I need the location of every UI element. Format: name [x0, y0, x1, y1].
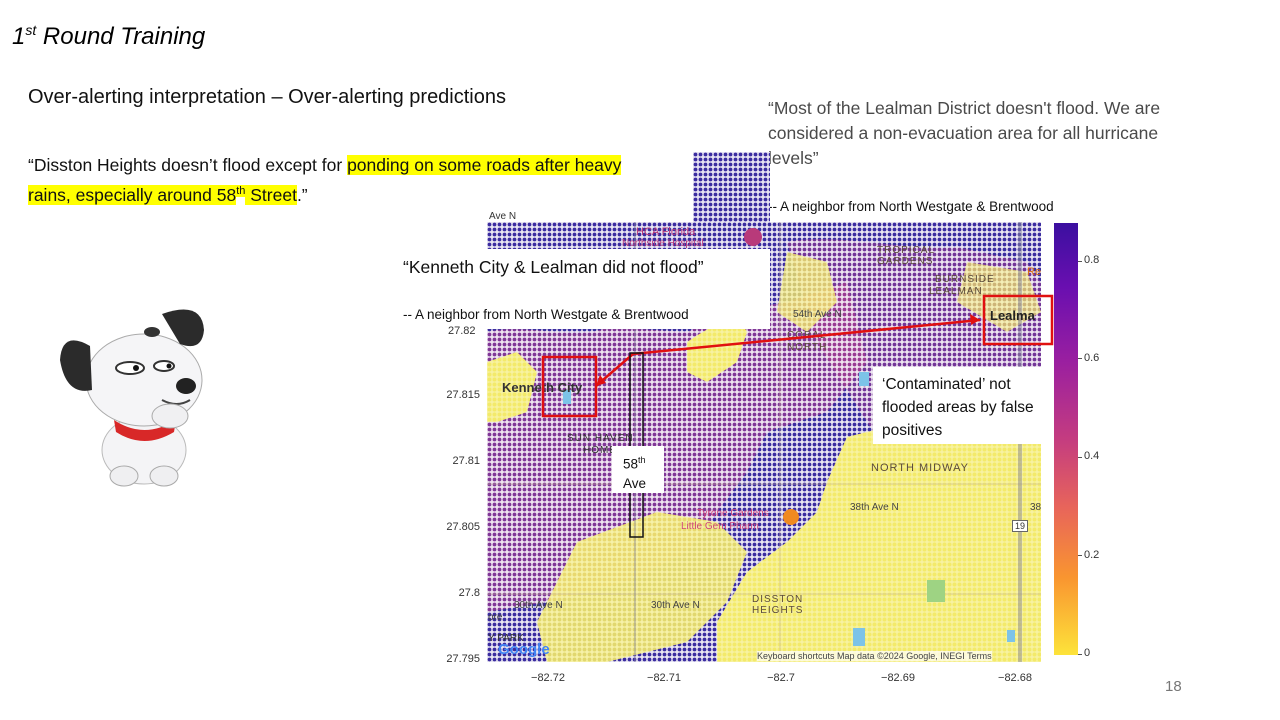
quote-disston-heights: “Disston Heights doesn’t flood except fo…	[28, 155, 622, 205]
map-label-north: NORTH	[787, 342, 828, 353]
x-tick: −82.69	[881, 672, 915, 684]
quote-lealman-attribution: -- A neighbor from North Westgate & Bren…	[768, 199, 1054, 214]
probability-colorbar	[1054, 223, 1078, 655]
y-tick-hidden-82: 27.82	[448, 325, 476, 337]
x-tick: −82.7	[767, 672, 795, 684]
map-top-extension	[693, 152, 770, 224]
map-label-kenneth-city: Kenneth City	[502, 380, 583, 395]
map-label-heights: HEIGHTS	[752, 605, 804, 616]
map-label-north-midway: NORTH MIDWAY	[871, 462, 969, 474]
map-label-re: Re	[1027, 266, 1042, 278]
map-label-burnside: BURNSIDE	[935, 274, 995, 285]
map-label-little-gem: Little Gem Pharm	[681, 521, 759, 532]
58th-ave-label-box	[612, 446, 664, 493]
page-number: 18	[1165, 678, 1182, 695]
map-label-lealman: LEALMAN	[929, 286, 983, 297]
y-tick: 27.815	[446, 389, 480, 401]
x-tick: −82.72	[531, 672, 565, 684]
kenneth-quote-box	[400, 249, 770, 329]
google-logo: Google	[498, 641, 550, 658]
slide-subtitle: Over-alerting interpretation – Over-aler…	[28, 86, 506, 108]
colorbar-tick: 0.2	[1084, 549, 1100, 561]
colorbar-tickmark	[1078, 457, 1082, 458]
map-label-homes: HOMES	[583, 445, 625, 456]
quote-kenneth-attribution: -- A neighbor from North Westgate & Bren…	[403, 307, 689, 322]
map-footer-attribution[interactable]: Keyboard shortcuts Map data ©2024 Google…	[757, 651, 992, 661]
colorbar-tick: 0.4	[1084, 450, 1100, 462]
map-label-ore: ore	[488, 612, 503, 623]
quote-kenneth-city: “Kenneth City & Lealman did not flood”	[403, 257, 704, 277]
map-label-30th-left: 30th Ave N	[514, 600, 563, 611]
map-label-disston: DISSTON	[752, 594, 804, 605]
hwy-19-shield-icon: 19	[1012, 520, 1029, 532]
map-label-hca2: Northside Hospital	[622, 238, 704, 249]
y-tick: 27.795	[446, 653, 480, 665]
map-label-ave-n: Ave N	[489, 211, 517, 222]
map-label-lealma: Lealma	[990, 308, 1035, 323]
map-label-38: 38	[1030, 502, 1042, 513]
y-tick: 27.805	[446, 521, 480, 533]
slide-title: 1st Round Training	[12, 22, 206, 50]
hospital-marker-icon	[744, 228, 762, 246]
map-label-tropical: TROPICAL	[877, 245, 936, 256]
x-tick: −82.68	[998, 672, 1032, 684]
colorbar-tick: 0.8	[1084, 254, 1100, 266]
map-label-coral: CORAL	[787, 330, 827, 341]
colorbar-tickmark	[1078, 654, 1082, 655]
map-label-tyrone: Tyrone Gardens	[697, 508, 769, 519]
colorbar-tick: 0	[1084, 647, 1091, 659]
colorbar-tick: 0.6	[1084, 352, 1100, 364]
y-tick: 27.8	[458, 587, 480, 599]
colorbar-tickmark	[1078, 261, 1082, 262]
map-label-38th: 38th Ave N	[850, 502, 899, 513]
map-label-54th: 54th Ave N	[793, 309, 842, 320]
contaminated-callout-box	[873, 367, 1041, 444]
map-label-hca: HCA Florida	[636, 226, 696, 238]
contaminated-callout-text: ‘Contaminated’ not flooded areas by fals…	[882, 376, 1034, 439]
cartoon-dog-thinking-icon	[52, 300, 222, 490]
map-label-sun-haven: SUN HAVEN	[567, 433, 634, 444]
pharmacy-marker-icon	[783, 509, 799, 525]
x-tick: −82.71	[647, 672, 681, 684]
colorbar-tickmark	[1078, 358, 1082, 359]
map-label-gardens: GARDENS	[877, 256, 934, 267]
colorbar-tickmark	[1078, 555, 1082, 556]
58th-ave-label: 58th Ave	[623, 455, 647, 491]
quote-lealman: “Most of the Lealman District doesn't fl…	[768, 98, 1161, 168]
map-label-park: Y PARK	[488, 633, 524, 644]
map-label-30th-mid: 30th Ave N	[651, 600, 700, 611]
y-tick: 27.81	[452, 455, 480, 467]
